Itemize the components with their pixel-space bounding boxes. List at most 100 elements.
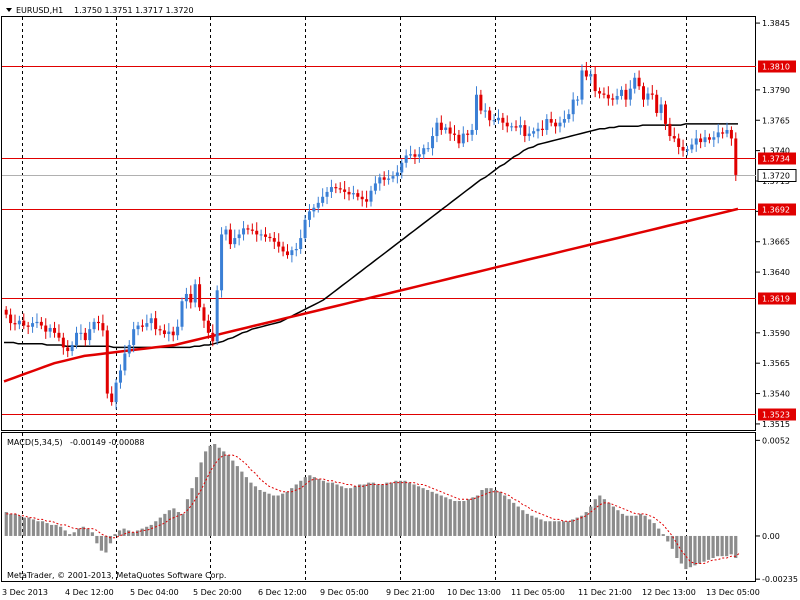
- macd-bar: [412, 484, 416, 536]
- macd-bar: [303, 477, 307, 536]
- macd-bar: [181, 513, 185, 536]
- candle-body: [294, 249, 298, 251]
- macd-bar: [267, 493, 271, 536]
- macd-bar: [235, 466, 239, 536]
- macd-bar: [285, 491, 289, 536]
- x-tick-label: 11 Dec 05:00: [511, 588, 565, 597]
- macd-bar: [407, 482, 412, 536]
- macd-bar: [117, 530, 122, 536]
- macd-bar: [339, 486, 344, 536]
- candle-body: [48, 327, 52, 332]
- candle-body: [268, 236, 272, 239]
- macd-bar: [593, 499, 597, 536]
- candle-body: [259, 234, 263, 236]
- level-tag: [758, 152, 796, 165]
- macd-bar: [163, 513, 167, 536]
- candle-body: [444, 127, 448, 130]
- macd-bar: [729, 535, 733, 555]
- candlesticks: [4, 61, 738, 410]
- macd-bar: [661, 534, 665, 536]
- macd-bar: [670, 535, 674, 549]
- y-tick-label: 1.3740: [762, 147, 790, 156]
- candle-body: [461, 133, 465, 144]
- level-tag-label: 1.3692: [762, 206, 790, 215]
- candle-body: [606, 94, 610, 99]
- candle-body: [488, 110, 492, 121]
- candle-body: [220, 234, 224, 291]
- candle-body: [576, 99, 580, 101]
- candle-body: [312, 207, 316, 212]
- candle-body: [277, 241, 281, 247]
- macd-bar: [484, 488, 489, 536]
- y-tick-label: 1.3845: [762, 19, 790, 28]
- candle-body: [96, 321, 100, 324]
- candle-body: [321, 196, 325, 203]
- candle-body: [615, 95, 619, 100]
- x-tick-label: 12 Dec 13:00: [642, 588, 696, 597]
- candle-body: [154, 318, 158, 330]
- candle-body: [105, 330, 109, 394]
- macd-bar: [249, 482, 253, 536]
- candle-body: [527, 133, 531, 137]
- macd-bar: [616, 510, 620, 536]
- candle-body: [272, 238, 276, 242]
- macd-bar: [598, 495, 602, 536]
- candle-body: [387, 178, 391, 180]
- candle-body: [672, 136, 676, 139]
- macd-bar: [258, 489, 262, 536]
- macd-bar: [154, 521, 158, 536]
- macd-bar: [36, 521, 40, 536]
- symbol-label: EURUSD,H1: [16, 6, 63, 15]
- ohlc-values: 1.3750 1.3751 1.3717 1.3720: [74, 6, 194, 15]
- candle-body: [127, 344, 131, 354]
- macd-bar: [711, 535, 715, 559]
- x-tick-label: 13 Dec 05:00: [706, 588, 760, 597]
- macd-bar: [530, 515, 534, 536]
- candle-body: [532, 131, 536, 134]
- candle-body: [79, 332, 83, 334]
- macd-bar: [516, 506, 520, 536]
- macd-bar: [40, 521, 45, 536]
- macd-bar: [81, 526, 85, 536]
- macd-bar: [353, 486, 357, 536]
- macd-bar: [326, 482, 330, 536]
- candle-body: [140, 325, 144, 327]
- candle-body: [373, 183, 377, 191]
- macd-bar: [90, 532, 94, 536]
- candle-body: [167, 331, 171, 335]
- x-tick-label: 3 Dec 2013: [2, 588, 48, 597]
- macd-bar: [507, 499, 511, 536]
- chart-menu-icon[interactable]: [6, 8, 12, 12]
- candle-body: [88, 329, 92, 341]
- y-tick-label: 1.3765: [762, 116, 790, 125]
- macd-bar: [416, 486, 421, 536]
- level-tag: [758, 408, 796, 421]
- candle-body: [523, 125, 527, 137]
- macd-bar: [367, 482, 371, 536]
- candle-body: [646, 93, 650, 100]
- macd-bar: [231, 460, 235, 536]
- macd-bar: [734, 535, 738, 559]
- macd-bar: [253, 486, 258, 536]
- candle-body: [479, 94, 483, 111]
- macd-bar: [521, 510, 525, 536]
- horizontal-levels[interactable]: [2, 66, 756, 415]
- candle-body: [400, 162, 404, 173]
- candle-body: [562, 119, 566, 123]
- macd-bar: [498, 491, 502, 536]
- candle-body: [176, 326, 180, 336]
- macd-bar: [59, 526, 63, 536]
- candle-body: [589, 74, 593, 77]
- macd-bar: [430, 491, 434, 536]
- candle-body: [136, 325, 140, 330]
- candle-body: [114, 382, 118, 403]
- candle-body: [70, 344, 74, 352]
- candle-body: [501, 117, 505, 123]
- candle-body: [655, 94, 659, 113]
- ma-fast-line: [4, 123, 738, 349]
- macd-bar: [126, 530, 131, 536]
- candle-body: [255, 230, 259, 235]
- macd-bar: [548, 521, 552, 536]
